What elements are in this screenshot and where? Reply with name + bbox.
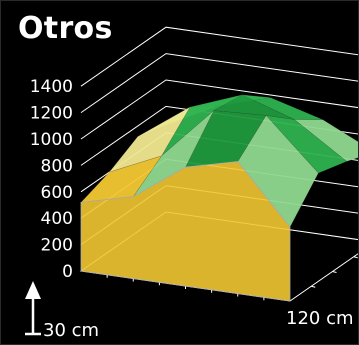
floor-tick [332, 271, 337, 273]
z-tick-label: 600 [41, 183, 73, 203]
z-grid-line [80, 26, 358, 87]
surface-layer [80, 94, 358, 302]
axis-layer: 30 cm 120 cm [25, 281, 354, 341]
z-tick-label: 400 [41, 209, 73, 229]
up-arrow-icon [25, 281, 41, 336]
z-grid-line [80, 53, 358, 114]
z-tick-label: 1400 [30, 77, 73, 97]
chart-title: Otros [18, 11, 113, 46]
y-extent-label: 30 cm [43, 320, 99, 341]
z-grid-line [80, 79, 358, 140]
floor-tick [353, 256, 358, 259]
floor-tick [311, 285, 316, 288]
z-tick-label: 0 [62, 262, 73, 282]
z-tick-label: 800 [41, 156, 73, 176]
z-tick-label: 1000 [30, 130, 73, 150]
z-tick-label: 1200 [30, 104, 73, 124]
front-skirt [80, 161, 291, 302]
x-extent-label: 120 cm [286, 308, 354, 329]
z-tick-label: 200 [41, 236, 73, 256]
